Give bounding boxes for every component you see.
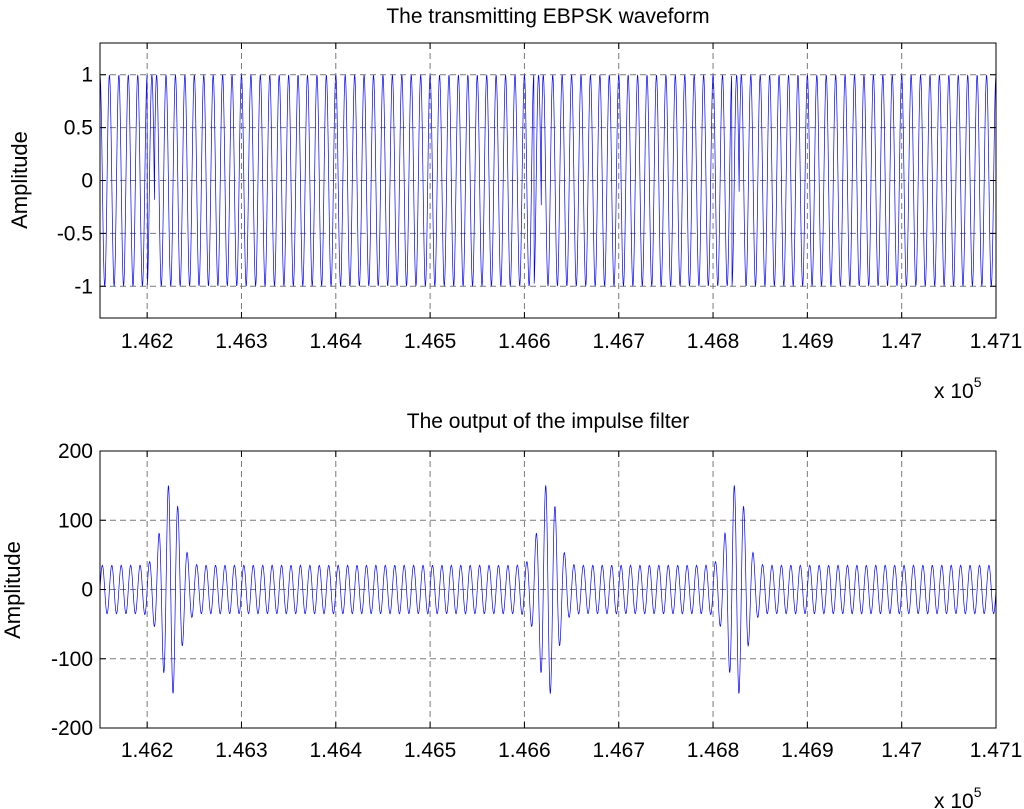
waveform-line bbox=[99, 74, 997, 287]
filter-output-line bbox=[99, 485, 997, 695]
x-tick-label: 1.466 bbox=[498, 330, 551, 353]
x-tick-label: 1.468 bbox=[687, 330, 740, 353]
chart-title: The output of the impulse filter bbox=[407, 410, 690, 433]
x-multiplier: x 105 bbox=[934, 784, 982, 809]
x-tick-label: 1.467 bbox=[592, 739, 645, 762]
y-tick-label: -0.5 bbox=[57, 222, 93, 245]
y-tick-label: 0 bbox=[81, 170, 93, 193]
x-tick-label: 1.469 bbox=[781, 330, 834, 353]
y-axis-label: Amplitude bbox=[0, 541, 25, 639]
x-multiplier-base: x 10 bbox=[934, 380, 974, 403]
x-tick-label: 1.462 bbox=[121, 330, 174, 353]
ticks: 1.462 1.463 1.464 1.465 1.466 1.467 1.468 1.469… bbox=[57, 43, 1022, 353]
y-tick-label: 1 bbox=[81, 64, 93, 87]
x-tick-label: 1.468 bbox=[687, 739, 740, 762]
x-tick-label: 1.47 bbox=[881, 330, 922, 353]
y-tick-label: -100 bbox=[51, 648, 93, 671]
y-tick-label: 0.5 bbox=[64, 117, 93, 140]
series-line bbox=[99, 485, 997, 695]
x-tick-label: 1.465 bbox=[404, 330, 457, 353]
series-line bbox=[99, 74, 997, 287]
x-tick-label: 1.467 bbox=[592, 330, 645, 353]
x-tick-label: 1.463 bbox=[215, 330, 268, 353]
x-multiplier-exponent: 5 bbox=[974, 374, 982, 390]
waveform-chart: The transmitting EBPSK waveform Amplitud… bbox=[7, 5, 1022, 403]
y-tick-label: 200 bbox=[58, 440, 93, 463]
x-multiplier: x 105 bbox=[934, 374, 982, 403]
y-axis-label: Amplitude bbox=[7, 131, 32, 229]
x-tick-label: 1.463 bbox=[215, 739, 268, 762]
y-tick-label: -1 bbox=[74, 275, 93, 298]
x-tick-label: 1.465 bbox=[404, 739, 457, 762]
grid bbox=[100, 451, 996, 728]
x-tick-label: 1.471 bbox=[970, 739, 1023, 762]
x-tick-label: 1.462 bbox=[121, 739, 174, 762]
x-tick-label: 1.464 bbox=[310, 330, 363, 353]
chart-title: The transmitting EBPSK waveform bbox=[386, 5, 709, 28]
x-multiplier-exponent: 5 bbox=[974, 784, 982, 800]
x-tick-label: 1.469 bbox=[781, 739, 834, 762]
x-tick-label: 1.47 bbox=[881, 739, 922, 762]
x-tick-label: 1.466 bbox=[498, 739, 551, 762]
y-tick-label: 0 bbox=[81, 579, 93, 602]
ticks: 1.462 1.463 1.464 1.465 1.466 1.467 1.468 1.469… bbox=[51, 440, 1022, 762]
impulse-filter-chart: The output of the impulse filter Amplitu… bbox=[0, 410, 1022, 809]
x-tick-label: 1.471 bbox=[970, 330, 1023, 353]
y-tick-label: 100 bbox=[58, 509, 93, 532]
x-tick-label: 1.464 bbox=[310, 739, 363, 762]
x-multiplier-base: x 10 bbox=[934, 790, 974, 809]
y-tick-label: -200 bbox=[51, 717, 93, 740]
